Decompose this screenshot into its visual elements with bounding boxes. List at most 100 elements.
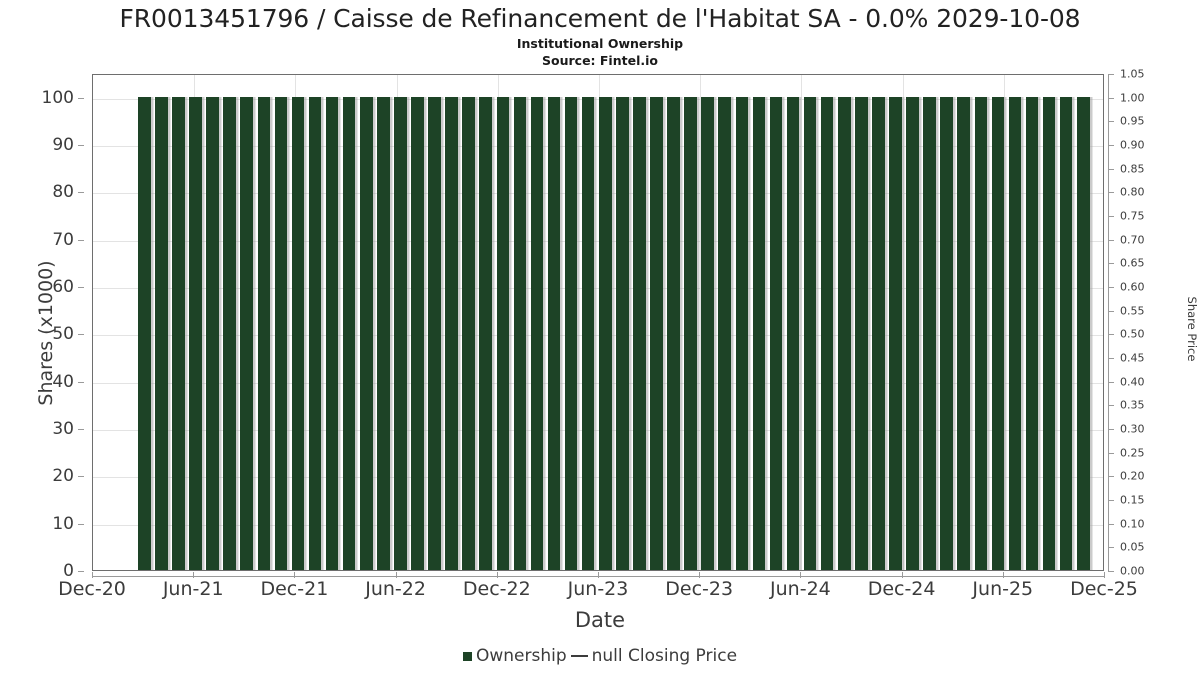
bar[interactable] [803,96,817,570]
bar[interactable] [1042,96,1056,570]
bar[interactable] [138,96,151,570]
bar[interactable] [581,96,595,570]
gridline-horizontal [93,382,1103,384]
bar[interactable] [206,96,219,570]
x-axis-tick-label: Jun-24 [770,578,831,600]
gridline-horizontal [93,524,1103,526]
bar[interactable] [667,96,680,570]
y-axis-right-tick-label: 0.05 [1120,540,1145,554]
y-axis-left-tick-label: 30 [52,419,74,439]
legend-line-marker-icon [570,655,588,657]
y-axis-right-tick-mark [1108,381,1114,383]
bar[interactable] [820,96,834,570]
y-axis-right-tick-label: 0.85 [1120,162,1145,176]
bar[interactable] [189,96,202,570]
y-axis-right-tick-mark [1108,334,1114,336]
bar[interactable] [155,96,168,570]
bar[interactable] [342,96,356,570]
bar[interactable] [923,96,936,570]
bar[interactable] [616,96,629,570]
y-axis-right-tick-mark [1108,500,1114,501]
bar[interactable] [445,96,458,570]
bar[interactable] [462,96,475,570]
bar[interactable] [650,96,663,570]
y-axis-right-tick-mark [1108,145,1114,146]
gridline-horizontal [93,288,1103,289]
y-axis-left-tick-label: 60 [52,277,74,297]
bar[interactable] [735,96,749,570]
bar[interactable] [377,96,390,570]
bar[interactable] [411,96,424,570]
bar[interactable] [991,96,1005,570]
y-axis-right-tick-label: 0.25 [1120,446,1145,460]
bar[interactable] [855,96,868,570]
bar[interactable] [257,96,271,570]
x-axis-tick-label: Jun-21 [162,578,224,600]
bar[interactable] [718,96,732,570]
bar[interactable] [974,96,988,570]
bar[interactable] [1008,96,1022,570]
x-axis-tick-mark [800,572,802,578]
y-axis-right-tick-label: 0.75 [1120,209,1145,223]
y-axis-right-tick-mark [1108,358,1114,359]
bar[interactable] [701,96,714,570]
legend-entry[interactable]: null Closing Price [567,646,737,666]
bar[interactable] [786,96,800,570]
bar[interactable] [906,96,919,570]
bar[interactable] [291,96,305,570]
bar[interactable] [428,96,441,570]
bar[interactable] [513,96,527,570]
bar[interactable] [274,96,288,570]
bar[interactable] [1025,96,1039,570]
legend-label: null Closing Price [591,646,738,666]
x-axis-tick-mark [395,572,397,578]
bar[interactable] [172,96,185,570]
y-axis-left-tick-mark [78,334,84,336]
bar[interactable] [240,96,254,570]
bar[interactable] [769,96,783,570]
y-axis-right-tick-mark [1108,287,1114,288]
bar[interactable] [633,96,646,570]
y-axis-right-tick-label: 0.80 [1120,185,1145,199]
y-axis-right-tick-mark [1108,405,1114,407]
gridline-horizontal [93,335,1103,337]
bar[interactable] [223,96,236,570]
bar[interactable] [684,96,697,570]
y-axis-left-tick-mark [78,287,84,288]
y-axis-right-title: Share Price [1185,296,1199,362]
bar[interactable] [598,96,612,570]
y-axis-right-tick-label: 0.70 [1120,233,1145,247]
bar[interactable] [530,96,544,570]
legend-entry[interactable]: Ownership [462,646,567,666]
y-axis-right-tick-mark [1108,429,1114,430]
bar[interactable] [394,96,407,570]
y-axis-left-tick-label: 40 [52,371,74,392]
bar[interactable] [1076,96,1090,570]
x-axis-tick-mark [1104,572,1105,578]
bar[interactable] [359,96,373,570]
y-axis-right-tick-mark [1108,452,1114,454]
bar[interactable] [308,96,322,570]
y-axis-right-tick-mark [1108,168,1114,170]
plot-area [92,74,1104,571]
bar[interactable] [837,96,851,570]
y-axis-right-tick-label: 1.00 [1120,91,1145,105]
bar[interactable] [325,96,339,570]
bar[interactable] [752,96,766,570]
legend-label: Ownership [475,646,567,666]
gridline-vertical [700,75,702,570]
bar[interactable] [1059,96,1073,570]
bar[interactable] [547,96,561,570]
bar[interactable] [940,96,953,570]
bar[interactable] [496,96,510,570]
bar[interactable] [564,96,578,570]
gridline-vertical [801,75,803,570]
bar[interactable] [872,96,885,570]
y-axis-right-tick-label: 0.15 [1120,493,1145,507]
bar[interactable] [957,96,971,570]
bar[interactable] [479,96,493,570]
bar[interactable] [889,96,902,570]
y-axis-left-tick-label: 10 [52,513,74,534]
y-axis-right-tick-label: 0.10 [1120,517,1145,531]
x-axis-tick-label: Dec-21 [260,578,329,600]
